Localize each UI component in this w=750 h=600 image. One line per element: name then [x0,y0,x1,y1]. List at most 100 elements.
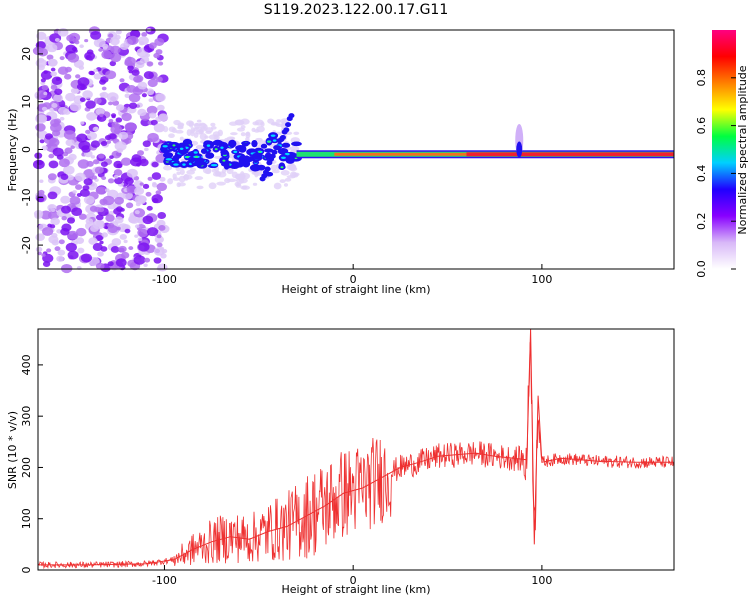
heatmap-noise-mark [39,139,45,144]
heatmap-faint-mark [196,185,204,190]
heatmap-noise-mark [124,56,136,66]
heatmap-noise-mark [146,205,153,211]
heatmap-noise-mark [86,131,98,140]
heatmap-noise-mark [85,129,91,134]
heatmap-noise-mark [120,157,132,166]
colorbar [712,30,736,269]
heatmap-noise-mark [93,38,106,48]
heatmap-noise-mark [44,133,53,140]
snr-y-ticks: 0 100 200 300 400 [20,354,43,574]
heatmap-signal-core [284,152,290,156]
heatmap-noise-mark [42,261,51,268]
heatmap-faint-mark [162,126,169,133]
heatmap-noise-mark [134,210,140,215]
heatmap-noise-mark [151,194,163,204]
heatmap-noise-mark [115,117,123,123]
heatmap-noise-mark [52,147,64,157]
heatmap-noise-mark [113,169,123,177]
heatmap-noise-mark [142,183,150,189]
heatmap-signal-peak [258,150,262,153]
heatmap-faint-mark [227,178,237,183]
heatmap-x-axis-label: Height of straight line (km) [281,283,430,296]
heatmap-signal-mark [251,139,258,148]
heatmap-signal-peak [172,144,176,147]
heatmap-noise-mark [72,190,77,194]
heatmap-signal-mark [228,139,237,148]
snr-y-tick-label: 0 [20,567,33,574]
heatmap-noise-mark [63,165,75,175]
heatmap-noise-mark [80,121,85,125]
heatmap-noise-mark [60,205,72,214]
heatmap-noise-mark [145,191,152,197]
heatmap-noise-mark [113,207,122,215]
heatmap-noise-mark [92,126,99,132]
heatmap-noise-mark [107,178,115,184]
heatmap-noise-mark [101,232,108,238]
heatmap-signal-core [272,139,277,142]
heatmap-noise-mark [58,158,70,168]
heatmap-noise-mark [111,121,119,128]
colorbar-tick-label: 0.6 [695,117,708,135]
heatmap-noise-mark [148,42,157,49]
heatmap-noise-mark [118,245,127,253]
heatmap-noise-mark [51,232,58,238]
colorbar-tick-label: 0.0 [695,260,708,278]
heatmap-noise-mark [71,207,83,217]
heatmap-noise-mark [51,239,59,246]
heatmap-noise-mark [47,191,58,200]
heatmap-noise-mark [74,172,86,182]
heatmap-noise-mark [36,130,48,139]
heatmap-noise-mark [147,176,153,181]
heatmap-noise-mark [142,215,154,225]
heatmap-y-tick-label: 0 [20,146,33,153]
heatmap-noise-mark [133,180,144,188]
heatmap-noise-mark [65,139,75,147]
heatmap-noise-mark [111,238,122,246]
heatmap-noise-mark [156,104,165,111]
heatmap-faint-mark [189,167,197,172]
heatmap-noise-mark [139,158,149,167]
heatmap-noise-mark [157,77,163,82]
heatmap-noise-mark [42,227,54,236]
heatmap-y-tick-label: -10 [20,188,33,206]
heatmap-faint-mark [214,171,222,177]
heatmap-noise-mark [93,97,102,104]
heatmap-signal-core [233,150,238,154]
heatmap-faint-mark [176,171,181,176]
heatmap-noise-mark [157,212,167,219]
heatmap-noise-mark [118,131,129,140]
heatmap-noise-mark [126,168,138,178]
heatmap-faint-mark [230,132,238,136]
heatmap-noise-mark [124,93,131,99]
heatmap-noise-mark [158,225,166,231]
heatmap-noise-mark [109,60,117,67]
heatmap-noise-mark [110,124,123,135]
heatmap-noise-mark [57,28,69,37]
snr-y-tick-label: 200 [20,457,33,478]
heatmap-noise-mark [154,38,165,46]
heatmap-signal-mark [251,152,263,160]
heatmap-signal-mark [281,142,291,148]
heatmap-noise-mark [64,66,72,73]
heatmap-noise-mark [41,253,46,257]
heatmap-signal-core [193,151,198,154]
heatmap-noise-mark [104,134,112,141]
heatmap-noise-mark [146,61,154,67]
heatmap-noise-mark [35,114,47,124]
heatmap-noise-mark [105,214,115,222]
heatmap-noise-mark [59,56,65,61]
heatmap-noise-mark [150,119,158,126]
heatmap-noise-mark [137,228,149,238]
heatmap-noise-mark [98,48,103,52]
snr-x-axis-label: Height of straight line (km) [281,583,430,596]
heatmap-noise-mark [137,81,148,90]
heatmap-noise-mark [77,159,90,169]
heatmap-noise-mark [75,74,81,79]
heatmap-noise-mark [153,257,162,264]
heatmap-noise-mark [68,153,77,161]
heatmap-noise-mark [70,145,75,150]
heatmap-noise-mark [77,247,85,254]
heatmap-signal-core [182,163,186,166]
snr-y-tick-label: 300 [20,406,33,427]
heatmap-noise-mark [154,235,164,244]
